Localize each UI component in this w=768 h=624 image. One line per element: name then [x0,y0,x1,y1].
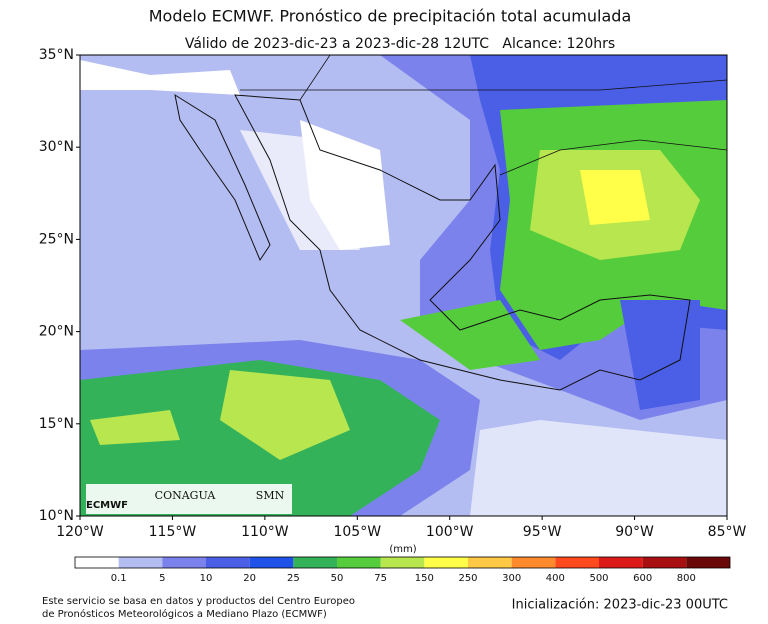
lat-label: 10°N [39,508,74,524]
color-box [686,557,730,568]
colorbar-label: 25 [287,573,300,584]
colorbar-unit: (mm) [389,544,416,555]
color-box [642,557,687,568]
precip-map [80,55,727,516]
colorbar: 0.1 5 10 20 25 50 75 150 250 300 400 500 600 800 [74,556,731,584]
lon-label: 120°W [56,524,104,540]
lon-axis: 120°W 115°W 110°W 105°W 100°W 95°W 90°W 85°W [56,516,746,540]
colorbar-label: 300 [502,573,521,584]
lat-label: 25°N [39,231,74,247]
init-time: Inicialización: 2023-dic-23 00UTC [512,598,728,613]
colorbar-label: 500 [589,573,608,584]
lon-label: 95°W [523,524,562,540]
color-box [599,557,643,568]
footer-note: de Pronósticos Meteorológicos a Mediano … [42,608,327,620]
lat-label: 20°N [39,324,74,340]
color-box [424,557,468,568]
colorbar-label: 250 [458,573,477,584]
lat-label: 15°N [39,416,74,432]
lat-label: 35°N [39,47,74,63]
colorbar-label: 5 [159,573,165,584]
lon-label: 110°W [241,524,289,540]
color-box [206,557,250,568]
footer-note: Este servicio se basa en datos y product… [42,596,355,607]
colorbar-label: 800 [677,573,696,584]
colorbar-label: 400 [546,573,565,584]
lon-label: 115°W [149,524,197,540]
color-box [380,557,425,568]
colorbar-label: 0.1 [111,573,127,584]
lon-label: 105°W [333,524,381,540]
lat-axis: 35°N 30°N 25°N 20°N 15°N 10°N [39,47,80,524]
color-box [468,557,512,568]
colorbar-label: 75 [374,573,387,584]
colorbar-frame [74,556,731,569]
color-box [511,557,556,568]
lon-label: 100°W [426,524,474,540]
color-box [75,557,119,568]
colorbar-label: 600 [633,573,652,584]
color-box [118,557,163,568]
map-frame [79,54,728,517]
logo-text: CONAGUA [155,489,217,502]
colorbar-label: 150 [415,573,434,584]
color-box [337,557,381,568]
title: Modelo ECMWF. Pronóstico de precipitació… [149,7,632,26]
color-box [249,557,294,568]
color-box [555,557,599,568]
logo-text: SMN [256,489,285,502]
colorbar-label: 20 [243,573,256,584]
lon-label: 90°W [615,524,654,540]
color-box [162,557,206,568]
lat-label: 30°N [39,139,74,155]
lon-label: 85°W [708,524,747,540]
colorbar-label: 50 [331,573,344,584]
colorbar-label: 10 [200,573,213,584]
logo-text: ECMWF [86,500,128,511]
logo-box: ECMWF CONAGUA SMN [86,484,292,514]
subtitle: Válido de 2023-dic-23 a 2023-dic-28 12UT… [185,36,615,52]
color-box [293,557,337,568]
